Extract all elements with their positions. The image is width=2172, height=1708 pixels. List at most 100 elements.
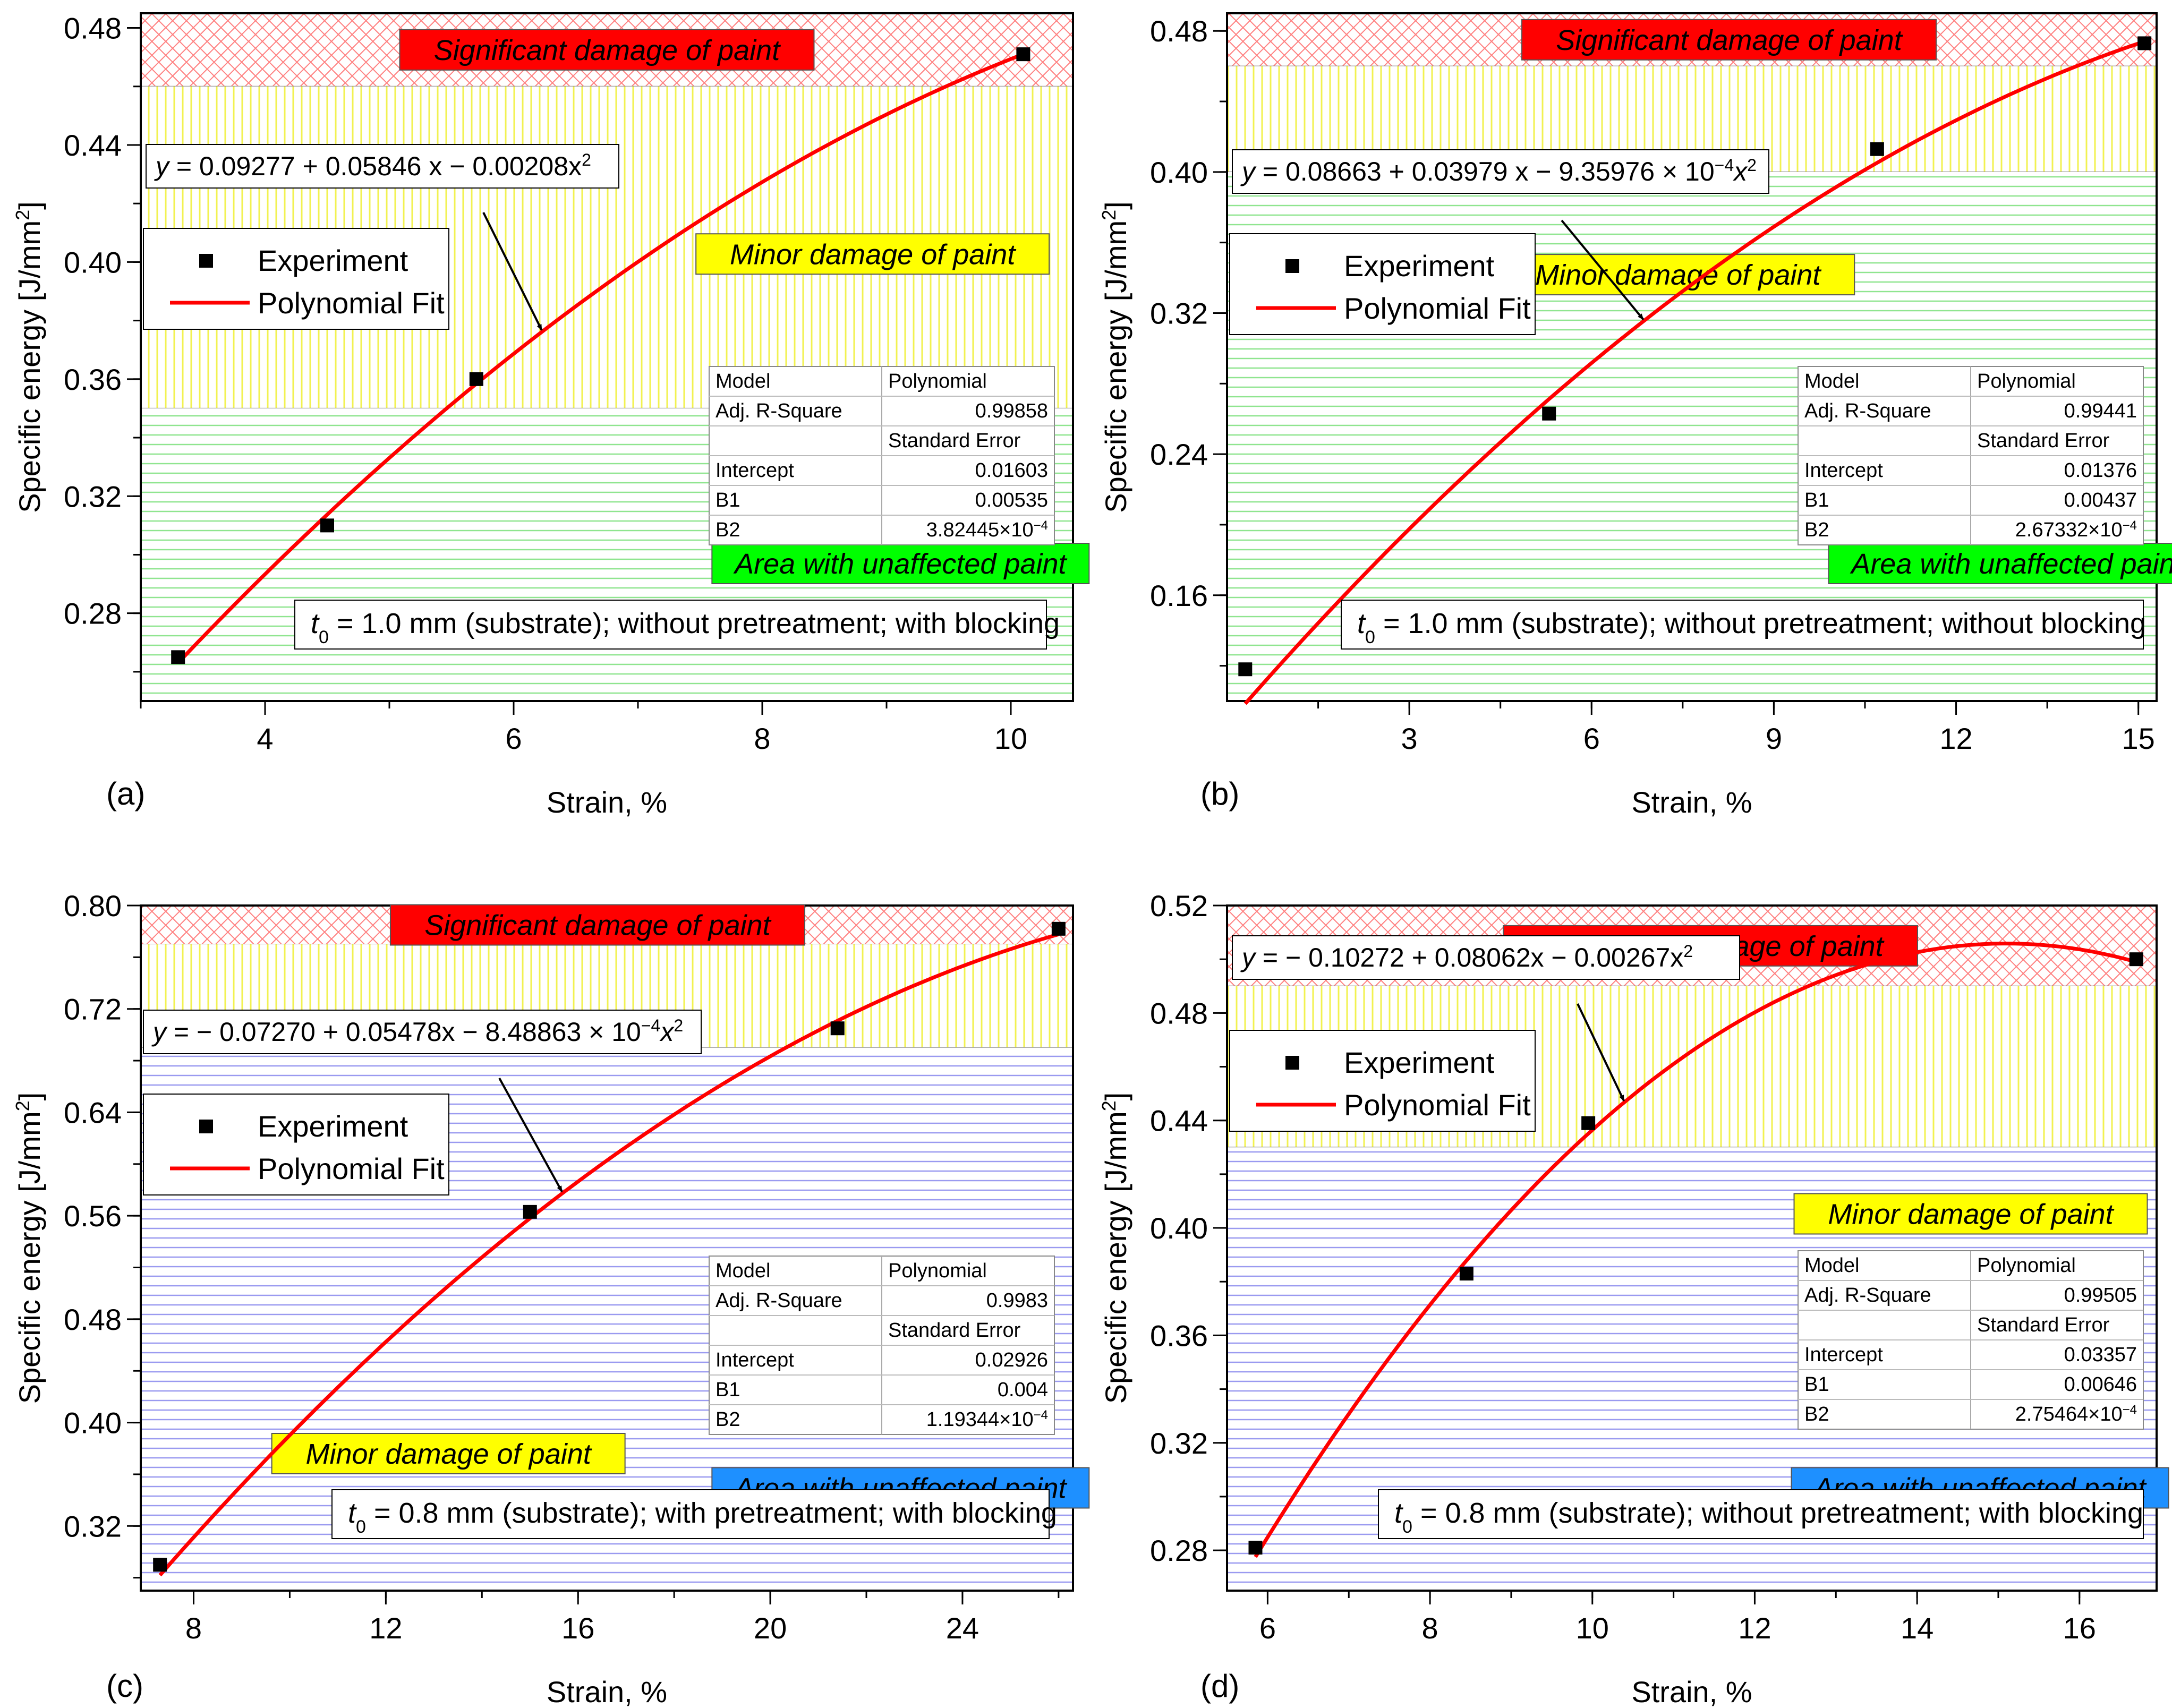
experiment-point [1542, 406, 1556, 421]
fit-curve [176, 52, 1024, 664]
fit-curve [1254, 942, 2137, 1558]
equation-arrow [498, 1078, 563, 1192]
fit-curve [1243, 39, 2145, 705]
plot-frame [140, 12, 1074, 702]
experiment-point [153, 1558, 167, 1572]
label-significant-box [399, 29, 815, 71]
equation-arrow [1561, 219, 1645, 320]
label-unaffected: Area with unaffected paint [733, 548, 1067, 580]
y-tick-label: 0.72 [64, 993, 122, 1026]
stats-table-value: Standard Error [888, 430, 1021, 452]
y-tick-label: 0.16 [1150, 579, 1208, 612]
equation-box [146, 144, 619, 189]
y-tick-label: 0.32 [1150, 1427, 1208, 1460]
legend-experiment-marker [199, 254, 213, 268]
panel-c: 8 12 16 20 24 0.32 0.40 0.48 0.56 0.64 0.72 0.80 Str… [12, 889, 1090, 1708]
stats-table-label: Model [1804, 1254, 1860, 1277]
y-tick-label: 0.64 [64, 1096, 122, 1129]
stats-table-label: B1 [716, 1379, 740, 1401]
stats-table-value: 0.9983 [986, 1289, 1048, 1312]
x-tick-label: 3 [1401, 722, 1418, 755]
stats-table-value: 1.19344×10−4 [926, 1408, 1048, 1431]
x-tick-label: 10 [994, 722, 1027, 755]
label-significant: Significant damage of paint [1556, 24, 1903, 56]
experiment-point [523, 1205, 537, 1219]
experiment-point [1016, 47, 1030, 62]
stats-table-label: B1 [1804, 489, 1829, 511]
label-unaffected-box [1828, 543, 2172, 584]
equation-arrow [1577, 1003, 1625, 1102]
x-tick-label: 16 [561, 1611, 594, 1645]
y-tick-label: 0.80 [64, 889, 122, 923]
equation-arrow [482, 212, 543, 331]
stats-table-value: Polynomial [1977, 370, 2076, 392]
y-tick-label: 0.32 [64, 480, 122, 513]
stats-table-value: 3.82445×10−4 [926, 518, 1048, 542]
stats-table-label: Intercept [1804, 1344, 1883, 1366]
x-tick-label: 8 [185, 1611, 202, 1645]
stats-table-label: Model [716, 370, 771, 392]
stats-table-value: Standard Error [888, 1319, 1021, 1342]
y-axis-title: Specific energy [J/mm2] [12, 201, 47, 513]
stats-table-label: Intercept [716, 459, 794, 482]
stats-table-value: Standard Error [1977, 1314, 2110, 1336]
stats-table-value: Polynomial [888, 1260, 987, 1282]
stats-table-value: 0.99441 [2064, 400, 2137, 422]
x-tick-label: 24 [946, 1611, 979, 1645]
label-minor: Minor damage of paint [1828, 1199, 2114, 1231]
legend-fit-label: Polynomial Fit [1344, 1088, 1531, 1122]
equation-box [1232, 149, 1769, 194]
y-tick-label: 0.28 [64, 597, 122, 630]
legend-experiment-marker [1285, 1056, 1299, 1070]
y-tick-label: 0.24 [1150, 438, 1208, 471]
panel-d: 6 8 10 12 14 16 0.28 0.32 0.36 0.40 0.44 0.48 0.52 St… [1098, 889, 2169, 1708]
y-tick-label: 0.40 [1150, 156, 1208, 189]
x-tick-label: 9 [1766, 722, 1782, 755]
label-minor: Minor damage of paint [305, 1438, 592, 1470]
panel-letter: (d) [1200, 1668, 1239, 1704]
label-unaffected-box [711, 543, 1090, 584]
x-tick-label: 12 [1939, 722, 1972, 755]
x-tick-label: 6 [505, 722, 522, 755]
condition-text: t0 = 0.8 mm (substrate); with pretreatme… [348, 1497, 1057, 1537]
legend-box [143, 228, 449, 330]
panel-letter: (a) [106, 776, 145, 812]
x-tick-label: 15 [2122, 722, 2155, 755]
fit-equation: y = 0.08663 + 0.03979 x − 9.35976 × 10−4… [1240, 156, 1757, 186]
equation-box [1232, 935, 1740, 980]
y-tick-label: 0.48 [1150, 14, 1208, 48]
stats-table-label: B2 [1804, 1403, 1829, 1425]
y-tick-label: 0.44 [64, 129, 122, 162]
label-significant: Significant damage of paint [434, 35, 781, 66]
stats-table-value: 0.00646 [2064, 1373, 2137, 1396]
label-minor: Minor damage of paint [1535, 259, 1821, 291]
experiment-point [1459, 1267, 1473, 1281]
y-tick-label: 0.44 [1150, 1104, 1208, 1138]
legend-experiment-label: Experiment [1344, 1046, 1495, 1079]
stats-table-label: B2 [716, 519, 740, 541]
label-significant: Significant damage of paint [424, 910, 771, 942]
stats-table-value: Standard Error [1977, 430, 2110, 452]
fit-equation: y = − 0.10272 + 0.08062x − 0.00267x2 [1240, 942, 1693, 972]
y-axis-title: Specific energy [J/mm2] [1098, 201, 1133, 513]
condition-box [1341, 600, 2144, 650]
experiment-point [1238, 662, 1253, 677]
experiment-point [320, 518, 334, 533]
y-tick-label: 0.52 [1150, 889, 1208, 923]
stats-table-label: Adj. R-Square [1804, 1284, 1931, 1306]
x-tick-label: 10 [1576, 1611, 1609, 1645]
stats-table-value: 0.00535 [975, 489, 1048, 511]
y-tick-label: 0.40 [1150, 1211, 1208, 1245]
x-axis-title: Strain, % [1631, 1675, 1752, 1708]
stats-table-value: 0.01376 [2064, 459, 2137, 482]
x-axis-title: Strain, % [547, 1675, 667, 1708]
x-axis-title: Strain, % [1631, 785, 1752, 819]
experiment-point [2129, 952, 2143, 967]
experiment-point [830, 1021, 845, 1036]
label-minor-box [271, 1433, 626, 1474]
stats-table-value: 0.99858 [975, 400, 1048, 422]
stats-table-value: 0.02926 [975, 1349, 1048, 1371]
legend-experiment-label: Experiment [258, 244, 408, 277]
y-tick-label: 0.28 [1150, 1534, 1208, 1567]
x-tick-label: 12 [369, 1611, 402, 1645]
